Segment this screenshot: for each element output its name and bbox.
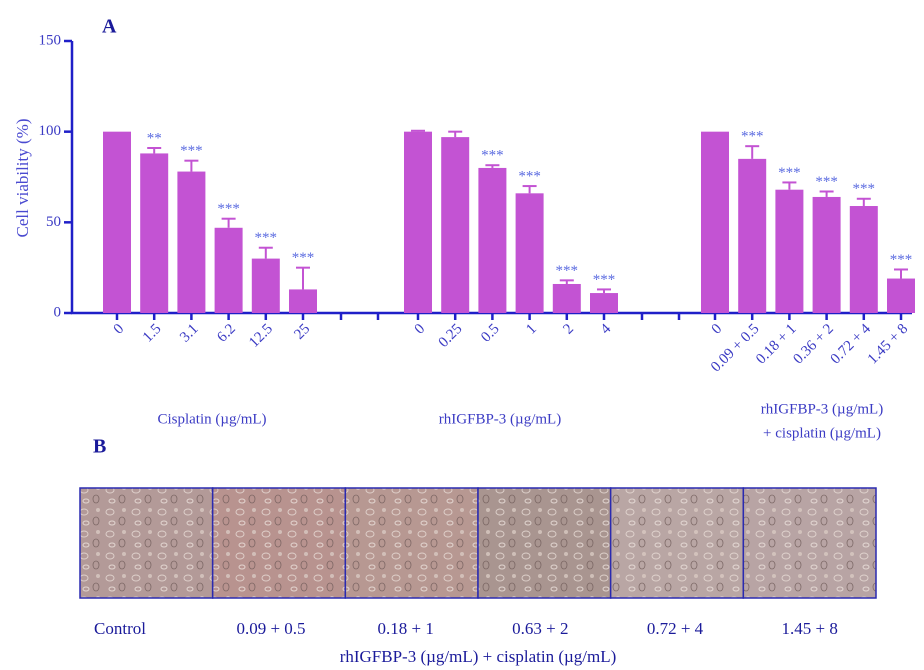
panel-label: B	[93, 436, 106, 458]
significance-label: ***	[593, 272, 616, 288]
x-tick-label: 25	[291, 321, 313, 343]
micrograph-texture	[213, 488, 346, 598]
significance-label: ***	[853, 181, 876, 197]
significance-label: ***	[556, 263, 579, 279]
bar	[887, 279, 915, 313]
panel-label: A	[102, 16, 117, 38]
group-title: rhIGFBP-3 (µg/mL)	[439, 411, 561, 427]
bar	[701, 132, 729, 313]
image-label: Control	[94, 619, 146, 638]
x-tick-label: 1	[523, 321, 540, 338]
significance-label: ***	[815, 174, 838, 190]
group-title: Cisplatin (µg/mL)	[157, 411, 266, 427]
x-tick-label: 1.5	[140, 321, 165, 346]
image-label: 0.18 + 1	[377, 619, 433, 638]
bar	[516, 193, 544, 313]
bar	[775, 190, 803, 313]
significance-label: ***	[180, 143, 203, 159]
x-tick-label: 1.45 + 8	[865, 321, 911, 367]
bar	[738, 159, 766, 313]
micrograph-texture	[478, 488, 611, 598]
y-tick-label: 100	[39, 123, 62, 139]
x-tick-label: 0.36 + 2	[790, 321, 836, 367]
y-tick-label: 0	[54, 304, 62, 320]
micrograph-texture	[80, 488, 213, 598]
group-title: rhIGFBP-3 (µg/mL)	[761, 401, 883, 417]
bar	[813, 197, 841, 313]
significance-label: ***	[481, 148, 504, 164]
image-panel	[80, 488, 876, 598]
x-tick-label: 0	[111, 321, 128, 338]
image-label: 0.09 + 0.5	[236, 619, 305, 638]
image-label: 0.72 + 4	[647, 619, 704, 638]
bar	[177, 172, 205, 313]
x-tick-label: 3.1	[177, 321, 202, 346]
image-label: 0.63 + 2	[512, 619, 568, 638]
x-tick-label: 0.18 + 1	[753, 321, 799, 367]
x-tick-label: 2	[560, 321, 577, 338]
bar	[850, 206, 878, 313]
x-tick-label: 0.25	[436, 321, 466, 351]
image-caption: rhIGFBP-3 (µg/mL) + cisplatin (µg/mL)	[340, 647, 617, 666]
bar	[140, 153, 168, 313]
x-tick-label: 6.2	[214, 321, 239, 346]
significance-label: ***	[741, 129, 764, 145]
micrograph-texture	[743, 488, 876, 598]
x-tick-label: 0	[709, 321, 726, 338]
x-tick-label: 0.72 + 4	[828, 321, 875, 368]
bar	[289, 289, 317, 313]
significance-label: ***	[778, 165, 801, 181]
significance-label: ***	[292, 250, 315, 266]
bar	[103, 132, 131, 313]
bar	[404, 132, 432, 313]
y-axis-label: Cell viability (%)	[13, 119, 32, 238]
image-label: 1.45 + 8	[781, 619, 837, 638]
x-tick-label: 12.5	[246, 321, 276, 351]
significance-label: ***	[217, 201, 240, 217]
bar	[478, 168, 506, 313]
micrograph-texture	[611, 488, 744, 598]
y-tick-label: 150	[39, 32, 62, 48]
x-tick-label: 0.5	[478, 321, 503, 346]
significance-label: ***	[255, 230, 278, 246]
significance-label: ***	[518, 169, 541, 185]
bar	[215, 228, 243, 313]
significance-label: **	[147, 130, 162, 146]
figure: A B Cell viability (%) 0501001500**1.5**…	[0, 0, 924, 670]
bar	[441, 137, 469, 313]
group-title: + cisplatin (µg/mL)	[763, 425, 881, 441]
x-tick-label: 0	[412, 321, 429, 338]
micrograph-texture	[345, 488, 478, 598]
bar	[252, 259, 280, 313]
y-tick-label: 50	[46, 214, 61, 230]
x-tick-label: 4	[598, 321, 615, 338]
bar	[553, 284, 581, 313]
significance-label: ***	[890, 252, 913, 268]
bar	[590, 293, 618, 313]
